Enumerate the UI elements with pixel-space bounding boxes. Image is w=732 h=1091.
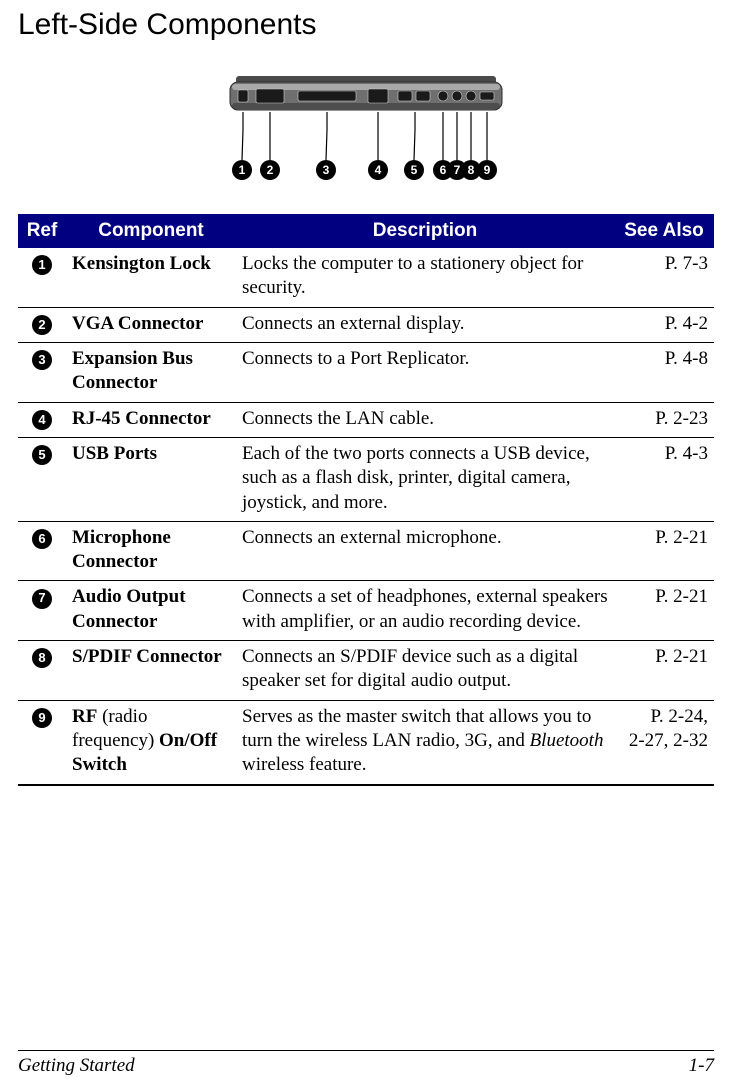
see-also-cell: P. 2-23 — [614, 402, 714, 437]
footer-left: Getting Started — [18, 1055, 135, 1077]
description-cell: Connects a set of headphones, external s… — [236, 581, 614, 641]
page-footer: Getting Started 1-7 — [18, 1050, 714, 1091]
table-row: 7 Audio Output ConnectorConnects a set of… — [18, 581, 714, 641]
col-ref: Ref — [18, 214, 66, 248]
see-also-cell: P. 7-3 — [614, 248, 714, 307]
table-row: 1 Kensington LockLocks the computer to a … — [18, 248, 714, 307]
table-row: 3 Expansion Bus ConnectorConnects to a Po… — [18, 342, 714, 402]
svg-text:4: 4 — [375, 163, 382, 177]
ref-cell: 2 — [18, 307, 66, 342]
description-cell: Locks the computer to a stationery objec… — [236, 248, 614, 307]
components-table: Ref Component Description See Also 1 Kens… — [18, 214, 714, 786]
component-cell: Microphone Connector — [66, 521, 236, 581]
ref-badge-icon: 6 — [32, 529, 52, 549]
table-row: 8 S/PDIF ConnectorConnects an S/PDIF devi… — [18, 641, 714, 701]
svg-text:3: 3 — [323, 163, 330, 177]
svg-text:2: 2 — [267, 163, 274, 177]
table-row: 2 VGA ConnectorConnects an external displ… — [18, 307, 714, 342]
device-diagram: 1 2 3 4 5 6789 — [18, 72, 714, 186]
col-description: Description — [236, 214, 614, 248]
description-cell: Connects to a Port Replicator. — [236, 342, 614, 402]
ref-badge-icon: 1 — [32, 255, 52, 275]
ref-badge-icon: 3 — [32, 350, 52, 370]
ref-badge-icon: 5 — [32, 445, 52, 465]
description-cell: Connects an external display. — [236, 307, 614, 342]
ref-cell: 3 — [18, 342, 66, 402]
table-row: 5 USB PortsEach of the two ports connects… — [18, 437, 714, 521]
ref-badge-icon: 9 — [32, 708, 52, 728]
ref-cell: 9 — [18, 700, 66, 784]
ref-cell: 8 — [18, 641, 66, 701]
table-row: 9 RF (radio frequency) On/Off SwitchServe… — [18, 700, 714, 784]
page-title: Left-Side Components — [18, 8, 714, 42]
description-cell: Connects an S/PDIF device such as a digi… — [236, 641, 614, 701]
svg-text:9: 9 — [484, 163, 491, 177]
ref-cell: 7 — [18, 581, 66, 641]
ref-cell: 5 — [18, 437, 66, 521]
see-also-cell: P. 4-2 — [614, 307, 714, 342]
svg-text:8: 8 — [468, 163, 475, 177]
svg-text:7: 7 — [454, 163, 461, 177]
component-cell: USB Ports — [66, 437, 236, 521]
component-cell: Audio Output Connector — [66, 581, 236, 641]
ref-cell: 6 — [18, 521, 66, 581]
description-cell: Each of the two ports connects a USB dev… — [236, 437, 614, 521]
component-cell: VGA Connector — [66, 307, 236, 342]
table-row: 6 Microphone ConnectorConnects an externa… — [18, 521, 714, 581]
col-component: Component — [66, 214, 236, 248]
table-header-row: Ref Component Description See Also — [18, 214, 714, 248]
description-cell: Serves as the master switch that allows … — [236, 700, 614, 784]
ref-badge-icon: 8 — [32, 648, 52, 668]
description-cell: Connects the LAN cable. — [236, 402, 614, 437]
component-cell: S/PDIF Connector — [66, 641, 236, 701]
see-also-cell: P. 4-3 — [614, 437, 714, 521]
svg-text:6: 6 — [440, 163, 447, 177]
col-see-also: See Also — [614, 214, 714, 248]
ref-cell: 1 — [18, 248, 66, 307]
see-also-cell: P. 4-8 — [614, 342, 714, 402]
table-row: 4 RJ-45 ConnectorConnects the LAN cable.P… — [18, 402, 714, 437]
see-also-cell: P. 2-21 — [614, 641, 714, 701]
ref-cell: 4 — [18, 402, 66, 437]
ref-badge-icon: 2 — [32, 315, 52, 335]
footer-right: 1-7 — [689, 1055, 714, 1077]
component-cell: RF (radio frequency) On/Off Switch — [66, 700, 236, 784]
component-cell: RJ-45 Connector — [66, 402, 236, 437]
svg-text:1: 1 — [239, 163, 246, 177]
component-cell: Expansion Bus Connector — [66, 342, 236, 402]
see-also-cell: P. 2-21 — [614, 521, 714, 581]
ref-badge-icon: 4 — [32, 410, 52, 430]
svg-text:5: 5 — [411, 163, 418, 177]
see-also-cell: P. 2-24, 2-27, 2-32 — [614, 700, 714, 784]
description-cell: Connects an external microphone. — [236, 521, 614, 581]
ref-badge-icon: 7 — [32, 589, 52, 609]
component-cell: Kensington Lock — [66, 248, 236, 307]
see-also-cell: P. 2-21 — [614, 581, 714, 641]
